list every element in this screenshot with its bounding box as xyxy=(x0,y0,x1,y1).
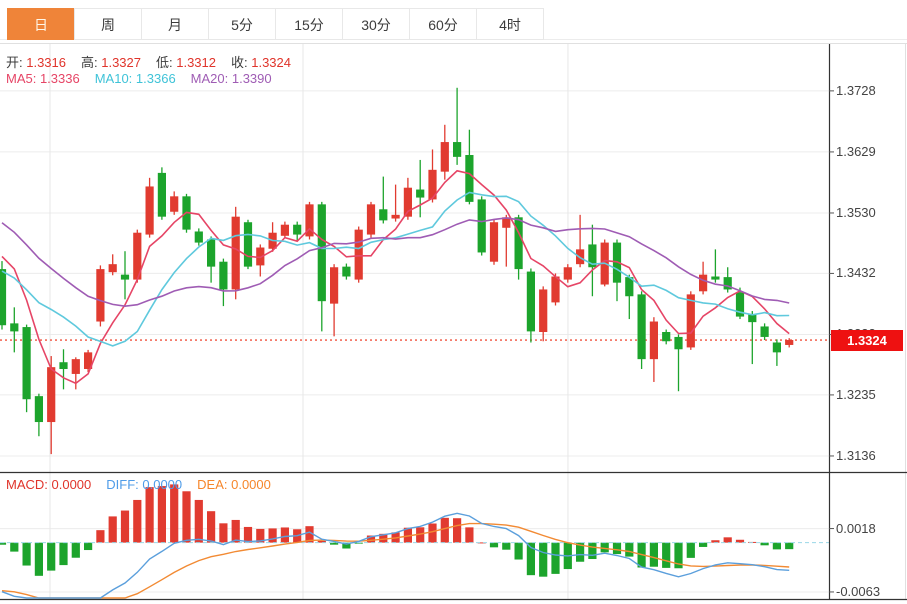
tab-5min[interactable]: 5分 xyxy=(208,8,276,40)
ohlc-legend-item: 高: 1.3327 xyxy=(81,55,141,70)
tab-month[interactable]: 月 xyxy=(141,8,209,40)
macd-legend-item: DEA: 0.0000 xyxy=(197,477,271,492)
tab-15min[interactable]: 15分 xyxy=(275,8,343,40)
ohlc-legend-item: 低: 1.3312 xyxy=(156,55,216,70)
macd-legend-item: DIFF: 0.0000 xyxy=(106,477,183,492)
macd-legend: MACD: 0.0000 DIFF: 0.0000 DEA: 0.0000 xyxy=(6,477,286,492)
price-axis-label: 1.3235 xyxy=(836,386,876,402)
price-axis-label: 1.3136 xyxy=(836,447,876,463)
price-axis-label: 1.3530 xyxy=(836,204,876,220)
price-axis-label: 1.3728 xyxy=(836,82,876,98)
tab-60min[interactable]: 60分 xyxy=(409,8,477,40)
ohlc-legend-item: 收: 1.3324 xyxy=(231,55,291,70)
macd-axis-label: 0.0018 xyxy=(836,520,876,536)
tab-30min[interactable]: 30分 xyxy=(342,8,410,40)
ma-legend-item: MA10: 1.3366 xyxy=(94,71,176,86)
macd-axis-label: -0.0063 xyxy=(836,583,881,599)
tab-day[interactable]: 日 xyxy=(7,8,75,40)
ohlc-legend: 开: 1.3316 高: 1.3327 低: 1.3312 收: 1.3324 xyxy=(6,52,306,71)
tab-4hour[interactable]: 4时 xyxy=(476,8,544,40)
price-axis-label: 1.3432 xyxy=(836,265,876,281)
macd-legend-item: MACD: 0.0000 xyxy=(6,477,92,492)
ma-legend-item: MA5: 1.3336 xyxy=(6,71,80,86)
ma-legend: MA5: 1.3336 MA10: 1.3366 MA20: 1.3390 xyxy=(6,71,287,86)
price-axis-label: 1.3629 xyxy=(836,143,876,159)
last-price-badge: 1.3324 xyxy=(831,329,903,351)
ma-legend-item: MA20: 1.3390 xyxy=(190,71,272,86)
tab-week[interactable]: 周 xyxy=(74,8,142,40)
ohlc-legend-item: 开: 1.3316 xyxy=(6,55,66,70)
interval-tabbar: 日 周 月 5分 15分 30分 60分 4时 xyxy=(7,8,544,40)
